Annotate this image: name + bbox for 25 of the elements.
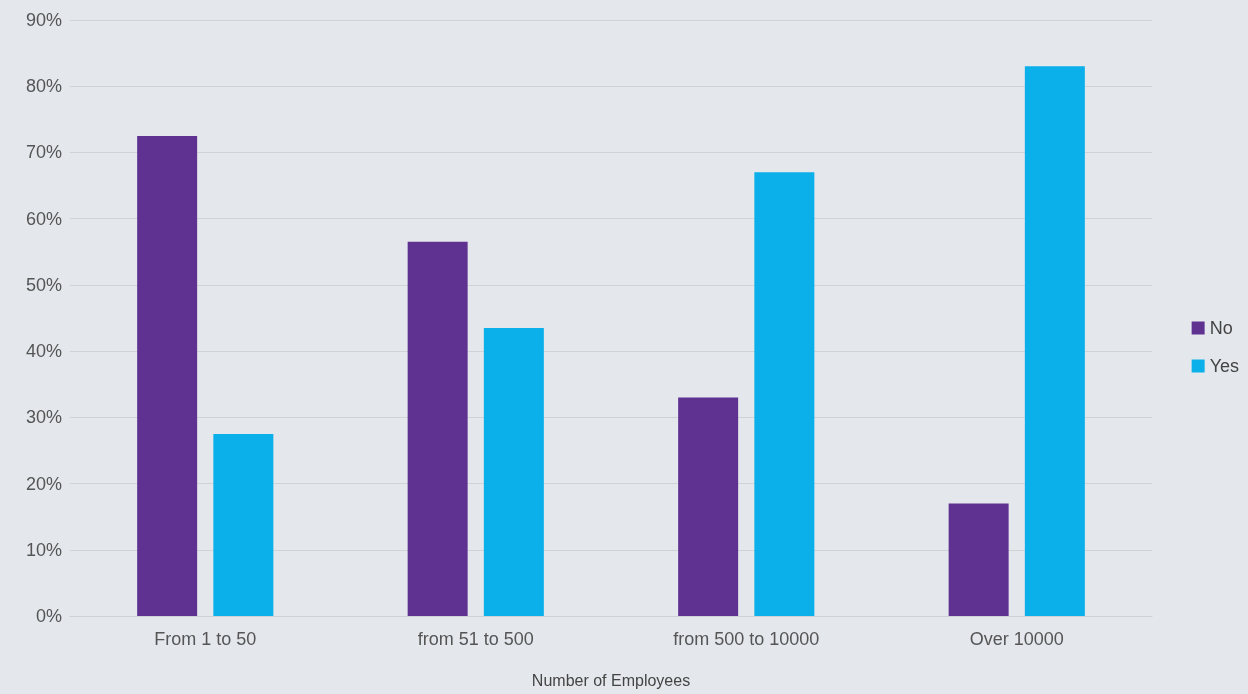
bar: [754, 172, 815, 616]
x-tick-label: From 1 to 50: [154, 629, 257, 649]
x-tick-label: Over 10000: [969, 629, 1064, 649]
bar: [1024, 66, 1085, 616]
y-tick-label: 30%: [25, 407, 62, 428]
bar: [678, 397, 739, 616]
x-tick-label: from 500 to 10000: [673, 629, 820, 649]
y-tick-label: 50%: [25, 274, 62, 295]
y-tick-label: 0%: [35, 606, 62, 626]
y-tick-label: 70%: [25, 142, 62, 163]
x-axis-title: Number of Employees: [531, 671, 691, 689]
bar: [407, 241, 468, 616]
y-tick-label: 80%: [25, 76, 62, 97]
legend-label: Yes: [1209, 356, 1240, 376]
y-tick-label: 10%: [25, 539, 62, 560]
x-tick-label: from 51 to 500: [417, 629, 534, 649]
bar: [137, 135, 198, 616]
bar: [483, 327, 544, 616]
legend-label: No: [1209, 318, 1233, 338]
bar: [948, 503, 1009, 616]
y-tick-label: 40%: [25, 341, 62, 362]
y-tick-label: 20%: [25, 473, 62, 494]
bar: [213, 433, 274, 616]
y-tick-label: 60%: [25, 208, 62, 229]
y-tick-label: 90%: [25, 10, 62, 30]
